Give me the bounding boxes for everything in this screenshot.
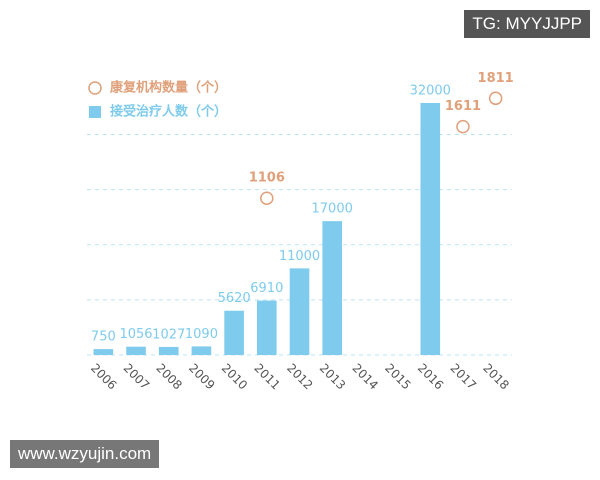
x-tick-label: 2015 xyxy=(382,361,413,392)
bar xyxy=(126,346,146,355)
bar xyxy=(224,310,244,355)
x-tick-label: 2007 xyxy=(121,361,152,392)
data-label: 750 xyxy=(91,330,116,345)
bar xyxy=(158,346,179,355)
x-tick-label: 2018 xyxy=(480,361,511,392)
bar xyxy=(257,300,277,355)
x-tick-label: 2017 xyxy=(448,361,479,392)
point xyxy=(488,91,503,106)
data-label: 5620 xyxy=(218,291,251,306)
bar xyxy=(322,221,342,355)
x-tick-label: 2009 xyxy=(186,361,217,392)
data-label: 1811 xyxy=(478,71,514,86)
x-tick-label: 2014 xyxy=(349,361,380,392)
legend-label: 康复机构数量（个） xyxy=(110,80,227,96)
watermark: www.wzyujin.com xyxy=(10,440,160,468)
bar xyxy=(289,268,310,355)
data-label: 1106 xyxy=(249,171,285,186)
bar xyxy=(191,346,212,355)
legend-label: 接受治疗人数（个） xyxy=(110,104,227,120)
watermark: TG: MYYJJPP xyxy=(464,10,590,38)
bar xyxy=(93,349,114,355)
data-label: 17000 xyxy=(312,202,353,217)
legend-marker xyxy=(89,106,101,118)
x-tick-label: 2016 xyxy=(415,361,446,392)
x-tick-label: 2008 xyxy=(153,361,184,392)
x-tick-label: 2010 xyxy=(219,361,250,392)
data-label: 11000 xyxy=(279,249,320,264)
x-tick-label: 2012 xyxy=(284,361,315,392)
data-label: 1056 xyxy=(119,327,152,342)
point xyxy=(456,119,470,134)
data-label: 1611 xyxy=(445,99,481,114)
data-label: 1027 xyxy=(152,327,185,342)
data-label: 6910 xyxy=(250,281,283,296)
legend-marker xyxy=(88,81,102,95)
point xyxy=(260,191,274,205)
x-tick-label: 2013 xyxy=(317,361,348,392)
bar xyxy=(420,103,441,355)
data-label: 1090 xyxy=(185,327,218,342)
data-label: 32000 xyxy=(410,84,451,99)
x-tick-label: 2006 xyxy=(88,361,119,392)
x-tick-label: 2011 xyxy=(251,361,282,392)
